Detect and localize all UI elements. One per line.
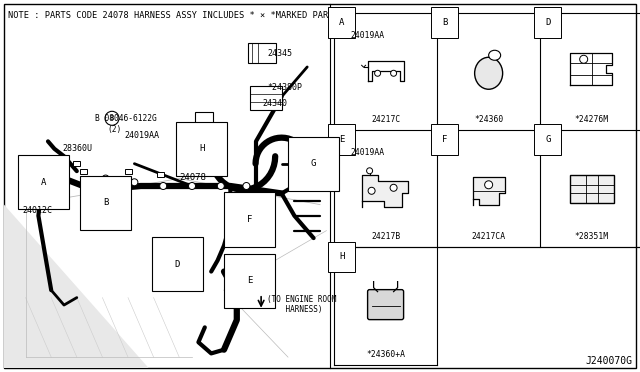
Text: A: A	[41, 178, 46, 187]
Text: *24360: *24360	[474, 115, 503, 124]
FancyBboxPatch shape	[367, 290, 404, 320]
Ellipse shape	[489, 50, 500, 60]
Text: F: F	[442, 135, 447, 144]
Text: G: G	[545, 135, 550, 144]
Bar	[29, 169, 47, 191]
Bar	[99, 192, 115, 209]
Circle shape	[580, 55, 588, 63]
Text: 24019AA: 24019AA	[125, 131, 160, 140]
Text: B: B	[442, 18, 447, 27]
Circle shape	[390, 70, 397, 76]
Text: *24380P: *24380P	[268, 83, 303, 92]
Bar	[195, 112, 213, 126]
Text: B: B	[110, 115, 114, 121]
Text: E: E	[247, 276, 252, 285]
Text: 24078: 24078	[179, 173, 206, 182]
Text: 24340: 24340	[262, 99, 287, 108]
Ellipse shape	[475, 57, 502, 89]
Text: A: A	[339, 18, 344, 27]
Circle shape	[189, 183, 195, 189]
Polygon shape	[362, 175, 408, 207]
Text: (2): (2)	[107, 125, 121, 134]
Circle shape	[243, 183, 250, 189]
Bar	[125, 169, 131, 174]
Bar	[157, 172, 163, 177]
Text: NOTE : PARTS CODE 24078 HARNESS ASSY INCLUDES * × *MARKED PARTS.: NOTE : PARTS CODE 24078 HARNESS ASSY INC…	[8, 11, 344, 20]
Text: 24217B: 24217B	[371, 232, 400, 241]
Text: 24217CA: 24217CA	[472, 232, 506, 241]
Bar	[570, 175, 614, 203]
Text: (TO ENGINE ROOM
    HARNESS): (TO ENGINE ROOM HARNESS)	[267, 295, 337, 314]
Polygon shape	[473, 177, 505, 205]
Text: F: F	[247, 215, 252, 224]
Text: 24012C: 24012C	[22, 206, 52, 215]
Circle shape	[218, 183, 224, 189]
Text: 24345: 24345	[268, 49, 292, 58]
Text: H: H	[199, 144, 204, 153]
Text: H: H	[339, 252, 344, 262]
Text: G: G	[311, 159, 316, 168]
Circle shape	[368, 187, 375, 194]
Circle shape	[160, 183, 166, 189]
Bar	[248, 43, 276, 63]
Text: E: E	[339, 135, 344, 144]
Text: D: D	[545, 18, 550, 27]
Circle shape	[102, 175, 109, 182]
Circle shape	[390, 184, 397, 191]
Polygon shape	[4, 205, 148, 368]
Circle shape	[484, 181, 493, 189]
Text: *24276M: *24276M	[575, 115, 609, 124]
Circle shape	[374, 70, 381, 76]
Bar	[250, 86, 282, 110]
Text: D: D	[175, 260, 180, 269]
Circle shape	[131, 179, 138, 186]
Text: 24019AA: 24019AA	[350, 31, 384, 40]
Circle shape	[105, 111, 119, 125]
Text: J240070G: J240070G	[585, 356, 632, 366]
Circle shape	[367, 168, 372, 174]
Text: *28351M: *28351M	[575, 232, 609, 241]
Text: B 08046-6122G: B 08046-6122G	[95, 114, 156, 123]
Text: 24217C: 24217C	[371, 115, 400, 124]
Text: *24360+A: *24360+A	[366, 350, 405, 359]
Text: 24019AA: 24019AA	[350, 148, 384, 157]
Bar	[80, 169, 86, 174]
Text: B: B	[103, 198, 108, 207]
Bar	[74, 161, 80, 166]
Text: 28360U: 28360U	[63, 144, 93, 153]
Bar	[304, 154, 320, 176]
